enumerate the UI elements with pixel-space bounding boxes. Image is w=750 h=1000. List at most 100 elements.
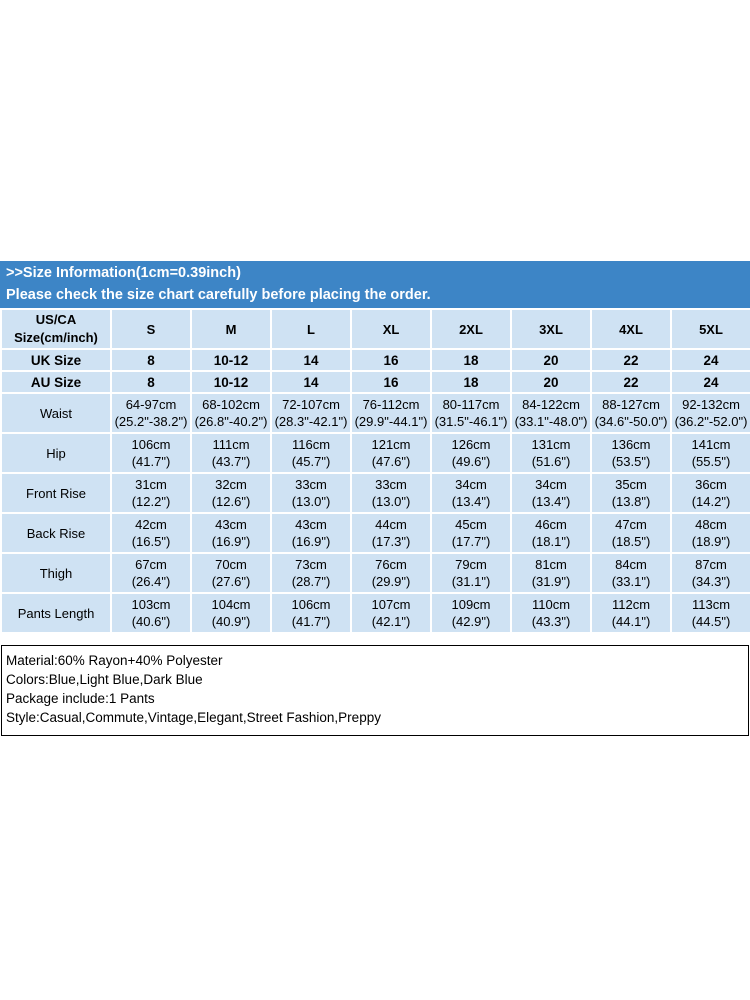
measurement-cell: 111cm (43.7") — [190, 432, 272, 474]
measurement-cell: 72-107cm (28.3"-42.1") — [270, 392, 352, 434]
size-value-cell: 8 — [110, 370, 192, 394]
measurement-row: Pants Length 103cm (40.6") 104cm (40.9") 10… — [0, 592, 750, 634]
size-value-cell: 8 — [110, 348, 192, 372]
measurement-row: Back Rise 42cm (16.5") 43cm (16.9") 43cm (1… — [0, 512, 750, 554]
measurement-cell: 109cm (42.9") — [430, 592, 512, 634]
size-info-banner: >>Size Information(1cm=0.39inch) Please … — [0, 261, 750, 308]
measurement-cell: 113cm (44.5") — [670, 592, 750, 634]
measurement-cell: 116cm (45.7") — [270, 432, 352, 474]
measurement-cell: 92-132cm (36.2"-52.0") — [670, 392, 750, 434]
size-value-cell: 10-12 — [190, 348, 272, 372]
size-column-header: S — [110, 308, 192, 350]
measurement-cell: 68-102cm (26.8"-40.2") — [190, 392, 272, 434]
row-label: Pants Length — [0, 592, 112, 634]
size-value-cell: 22 — [590, 348, 672, 372]
measurement-cell: 31cm (12.2") — [110, 472, 192, 514]
row-label: Thigh — [0, 552, 112, 594]
info-line: Colors:Blue,Light Blue,Dark Blue — [6, 672, 203, 687]
size-chart-page: >>Size Information(1cm=0.39inch) Please … — [0, 0, 750, 736]
measurement-cell: 76cm (29.9") — [350, 552, 432, 594]
measurement-cell: 126cm (49.6") — [430, 432, 512, 474]
size-value-cell: 24 — [670, 348, 750, 372]
size-column-header: 3XL — [510, 308, 592, 350]
info-line: Material:60% Rayon+40% Polyester — [6, 653, 223, 668]
measurement-cell: 47cm (18.5") — [590, 512, 672, 554]
measurement-cell: 64-97cm (25.2"-38.2") — [110, 392, 192, 434]
row-label: Hip — [0, 432, 112, 474]
size-column-header: XL — [350, 308, 432, 350]
measurement-cell: 33cm (13.0") — [270, 472, 352, 514]
measurement-cell: 35cm (13.8") — [590, 472, 672, 514]
size-value-cell: 16 — [350, 348, 432, 372]
measurement-cell: 106cm (41.7") — [110, 432, 192, 474]
product-info-box: Material:60% Rayon+40% Polyester Colors:B… — [1, 645, 749, 736]
measurement-cell: 107cm (42.1") — [350, 592, 432, 634]
measurement-cell: 131cm (51.6") — [510, 432, 592, 474]
top-whitespace — [0, 0, 750, 261]
size-value-cell: 24 — [670, 370, 750, 394]
measurement-cell: 84cm (33.1") — [590, 552, 672, 594]
size-column-header: M — [190, 308, 272, 350]
measurement-row: Waist 64-97cm (25.2"-38.2") 68-102cm (26.8… — [0, 392, 750, 434]
measurement-row: Front Rise 31cm (12.2") 32cm (12.6") 33cm (… — [0, 472, 750, 514]
measurement-cell: 34cm (13.4") — [510, 472, 592, 514]
measurement-cell: 84-122cm (33.1"-48.0") — [510, 392, 592, 434]
measurement-cell: 44cm (17.3") — [350, 512, 432, 554]
measurement-cell: 87cm (34.3") — [670, 552, 750, 594]
row-label: UK Size — [0, 348, 112, 372]
size-header-row: US/CA Size(cm/inch) S M L XL 2XL 3XL 4XL 5XL — [0, 308, 750, 350]
measurement-cell: 104cm (40.9") — [190, 592, 272, 634]
size-value-cell: 14 — [270, 348, 352, 372]
measurement-cell: 43cm (16.9") — [190, 512, 272, 554]
measurement-cell: 81cm (31.9") — [510, 552, 592, 594]
size-table: US/CA Size(cm/inch) S M L XL 2XL 3XL 4XL 5XL UK … — [0, 308, 750, 634]
measurement-cell: 80-117cm (31.5"-46.1") — [430, 392, 512, 434]
size-value-cell: 22 — [590, 370, 672, 394]
measurement-cell: 106cm (41.7") — [270, 592, 352, 634]
measurement-cell: 48cm (18.9") — [670, 512, 750, 554]
measurement-cell: 79cm (31.1") — [430, 552, 512, 594]
info-line: Style:Casual,Commute,Vintage,Elegant,Str… — [6, 710, 381, 725]
size-column-header: L — [270, 308, 352, 350]
banner-title: >>Size Information(1cm=0.39inch) — [6, 265, 241, 281]
banner-note: Please check the size chart carefully be… — [6, 287, 431, 303]
size-value-cell: 20 — [510, 348, 592, 372]
measurement-cell: 32cm (12.6") — [190, 472, 272, 514]
measurement-cell: 33cm (13.0") — [350, 472, 432, 514]
measurement-cell: 141cm (55.5") — [670, 432, 750, 474]
size-conversion-row: UK Size 8 10-12 14 16 18 20 22 24 — [0, 348, 750, 372]
size-value-cell: 18 — [430, 348, 512, 372]
size-column-header: 2XL — [430, 308, 512, 350]
measurement-cell: 43cm (16.9") — [270, 512, 352, 554]
size-value-cell: 10-12 — [190, 370, 272, 394]
measurement-cell: 76-112cm (29.9"-44.1") — [350, 392, 432, 434]
measurement-cell: 67cm (26.4") — [110, 552, 192, 594]
measurement-cell: 121cm (47.6") — [350, 432, 432, 474]
size-value-cell: 18 — [430, 370, 512, 394]
size-conversion-row: AU Size 8 10-12 14 16 18 20 22 24 — [0, 370, 750, 394]
size-table-head: US/CA Size(cm/inch) S M L XL 2XL 3XL 4XL 5XL — [0, 308, 750, 350]
measurement-cell: 42cm (16.5") — [110, 512, 192, 554]
info-line: Package include:1 Pants — [6, 691, 155, 706]
measurement-cell: 36cm (14.2") — [670, 472, 750, 514]
measurement-row: Hip 106cm (41.7") 111cm (43.7") 116cm (45.7… — [0, 432, 750, 474]
measurement-cell: 70cm (27.6") — [190, 552, 272, 594]
measurement-cell: 88-127cm (34.6"-50.0") — [590, 392, 672, 434]
size-value-cell: 14 — [270, 370, 352, 394]
row-label: Waist — [0, 392, 112, 434]
measurement-cell: 73cm (28.7") — [270, 552, 352, 594]
size-value-cell: 16 — [350, 370, 432, 394]
row-label: Front Rise — [0, 472, 112, 514]
size-value-cell: 20 — [510, 370, 592, 394]
size-table-body: UK Size 8 10-12 14 16 18 20 22 24 AU Size 8 10-12 14… — [0, 348, 750, 634]
measurement-cell: 136cm (53.5") — [590, 432, 672, 474]
measurement-cell: 34cm (13.4") — [430, 472, 512, 514]
measurement-cell: 112cm (44.1") — [590, 592, 672, 634]
measurement-row: Thigh 67cm (26.4") 70cm (27.6") 73cm (28.7"… — [0, 552, 750, 594]
measurement-cell: 103cm (40.6") — [110, 592, 192, 634]
measurement-cell: 46cm (18.1") — [510, 512, 592, 554]
row-label: Back Rise — [0, 512, 112, 554]
size-column-header: 4XL — [590, 308, 672, 350]
measurement-cell: 45cm (17.7") — [430, 512, 512, 554]
us-ca-size-header: US/CA Size(cm/inch) — [0, 308, 112, 350]
